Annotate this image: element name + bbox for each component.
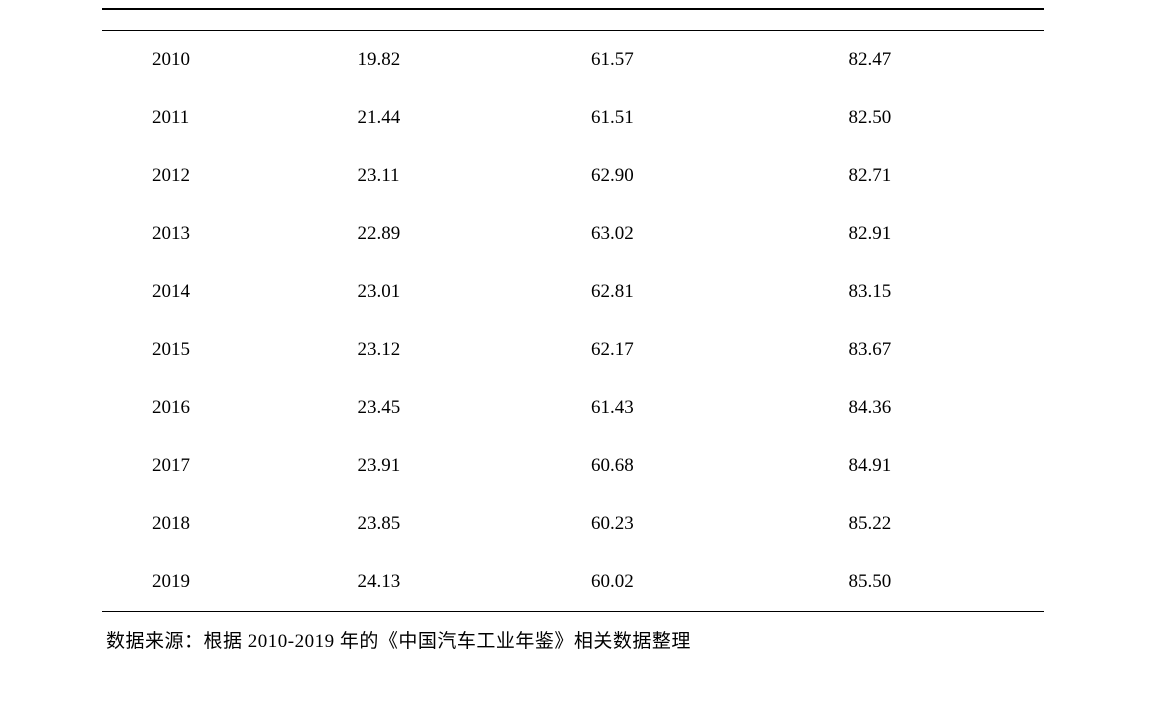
cell-value-2: 62.90 [573, 147, 809, 205]
cell-year: 2013 [102, 205, 338, 263]
cell-value-2: 60.23 [573, 495, 809, 553]
cell-value-3: 84.91 [809, 437, 1045, 495]
table-row: 2010 19.82 61.57 82.47 [102, 31, 1044, 89]
cell-value-3: 82.47 [809, 31, 1045, 89]
cell-value-3: 82.50 [809, 89, 1045, 147]
cell-value-3: 82.91 [809, 205, 1045, 263]
table-body: 2010 19.82 61.57 82.47 2011 21.44 61.51 … [102, 31, 1044, 612]
cell-value-3: 83.67 [809, 321, 1045, 379]
table-row: 2014 23.01 62.81 83.15 [102, 263, 1044, 321]
cell-value-1: 23.85 [338, 495, 574, 553]
table-row: 2011 21.44 61.51 82.50 [102, 89, 1044, 147]
table-row: 2015 23.12 62.17 83.67 [102, 321, 1044, 379]
cell-year: 2016 [102, 379, 338, 437]
table-row: 2016 23.45 61.43 84.36 [102, 379, 1044, 437]
table-row: 2012 23.11 62.90 82.71 [102, 147, 1044, 205]
table-row: 2019 24.13 60.02 85.50 [102, 553, 1044, 612]
cell-value-2: 61.51 [573, 89, 809, 147]
table-row: 2013 22.89 63.02 82.91 [102, 205, 1044, 263]
cell-value-1: 19.82 [338, 31, 574, 89]
cell-value-2: 61.57 [573, 31, 809, 89]
cell-year: 2011 [102, 89, 338, 147]
table-footnote: 数据来源：根据 2010-2019 年的《中国汽车工业年鉴》相关数据整理 [102, 626, 1157, 653]
table-row: 2017 23.91 60.68 84.91 [102, 437, 1044, 495]
cell-value-2: 62.81 [573, 263, 809, 321]
cell-value-1: 23.11 [338, 147, 574, 205]
cell-value-2: 60.02 [573, 553, 809, 612]
cell-year: 2018 [102, 495, 338, 553]
cell-year: 2017 [102, 437, 338, 495]
cell-year: 2014 [102, 263, 338, 321]
cell-value-2: 60.68 [573, 437, 809, 495]
cell-value-1: 24.13 [338, 553, 574, 612]
cell-year: 2012 [102, 147, 338, 205]
table-top-rule [102, 8, 1044, 30]
cell-value-2: 61.43 [573, 379, 809, 437]
cell-value-3: 83.15 [809, 263, 1045, 321]
cell-value-3: 84.36 [809, 379, 1045, 437]
data-table: 2010 19.82 61.57 82.47 2011 21.44 61.51 … [102, 31, 1044, 612]
cell-value-1: 23.91 [338, 437, 574, 495]
cell-value-1: 21.44 [338, 89, 574, 147]
data-table-container: 2010 19.82 61.57 82.47 2011 21.44 61.51 … [102, 8, 1044, 612]
cell-value-2: 62.17 [573, 321, 809, 379]
cell-value-1: 22.89 [338, 205, 574, 263]
cell-value-3: 85.50 [809, 553, 1045, 612]
cell-value-2: 63.02 [573, 205, 809, 263]
cell-year: 2015 [102, 321, 338, 379]
cell-value-3: 82.71 [809, 147, 1045, 205]
cell-value-1: 23.45 [338, 379, 574, 437]
table-row: 2018 23.85 60.23 85.22 [102, 495, 1044, 553]
cell-year: 2010 [102, 31, 338, 89]
cell-year: 2019 [102, 553, 338, 612]
cell-value-1: 23.01 [338, 263, 574, 321]
cell-value-1: 23.12 [338, 321, 574, 379]
cell-value-3: 85.22 [809, 495, 1045, 553]
